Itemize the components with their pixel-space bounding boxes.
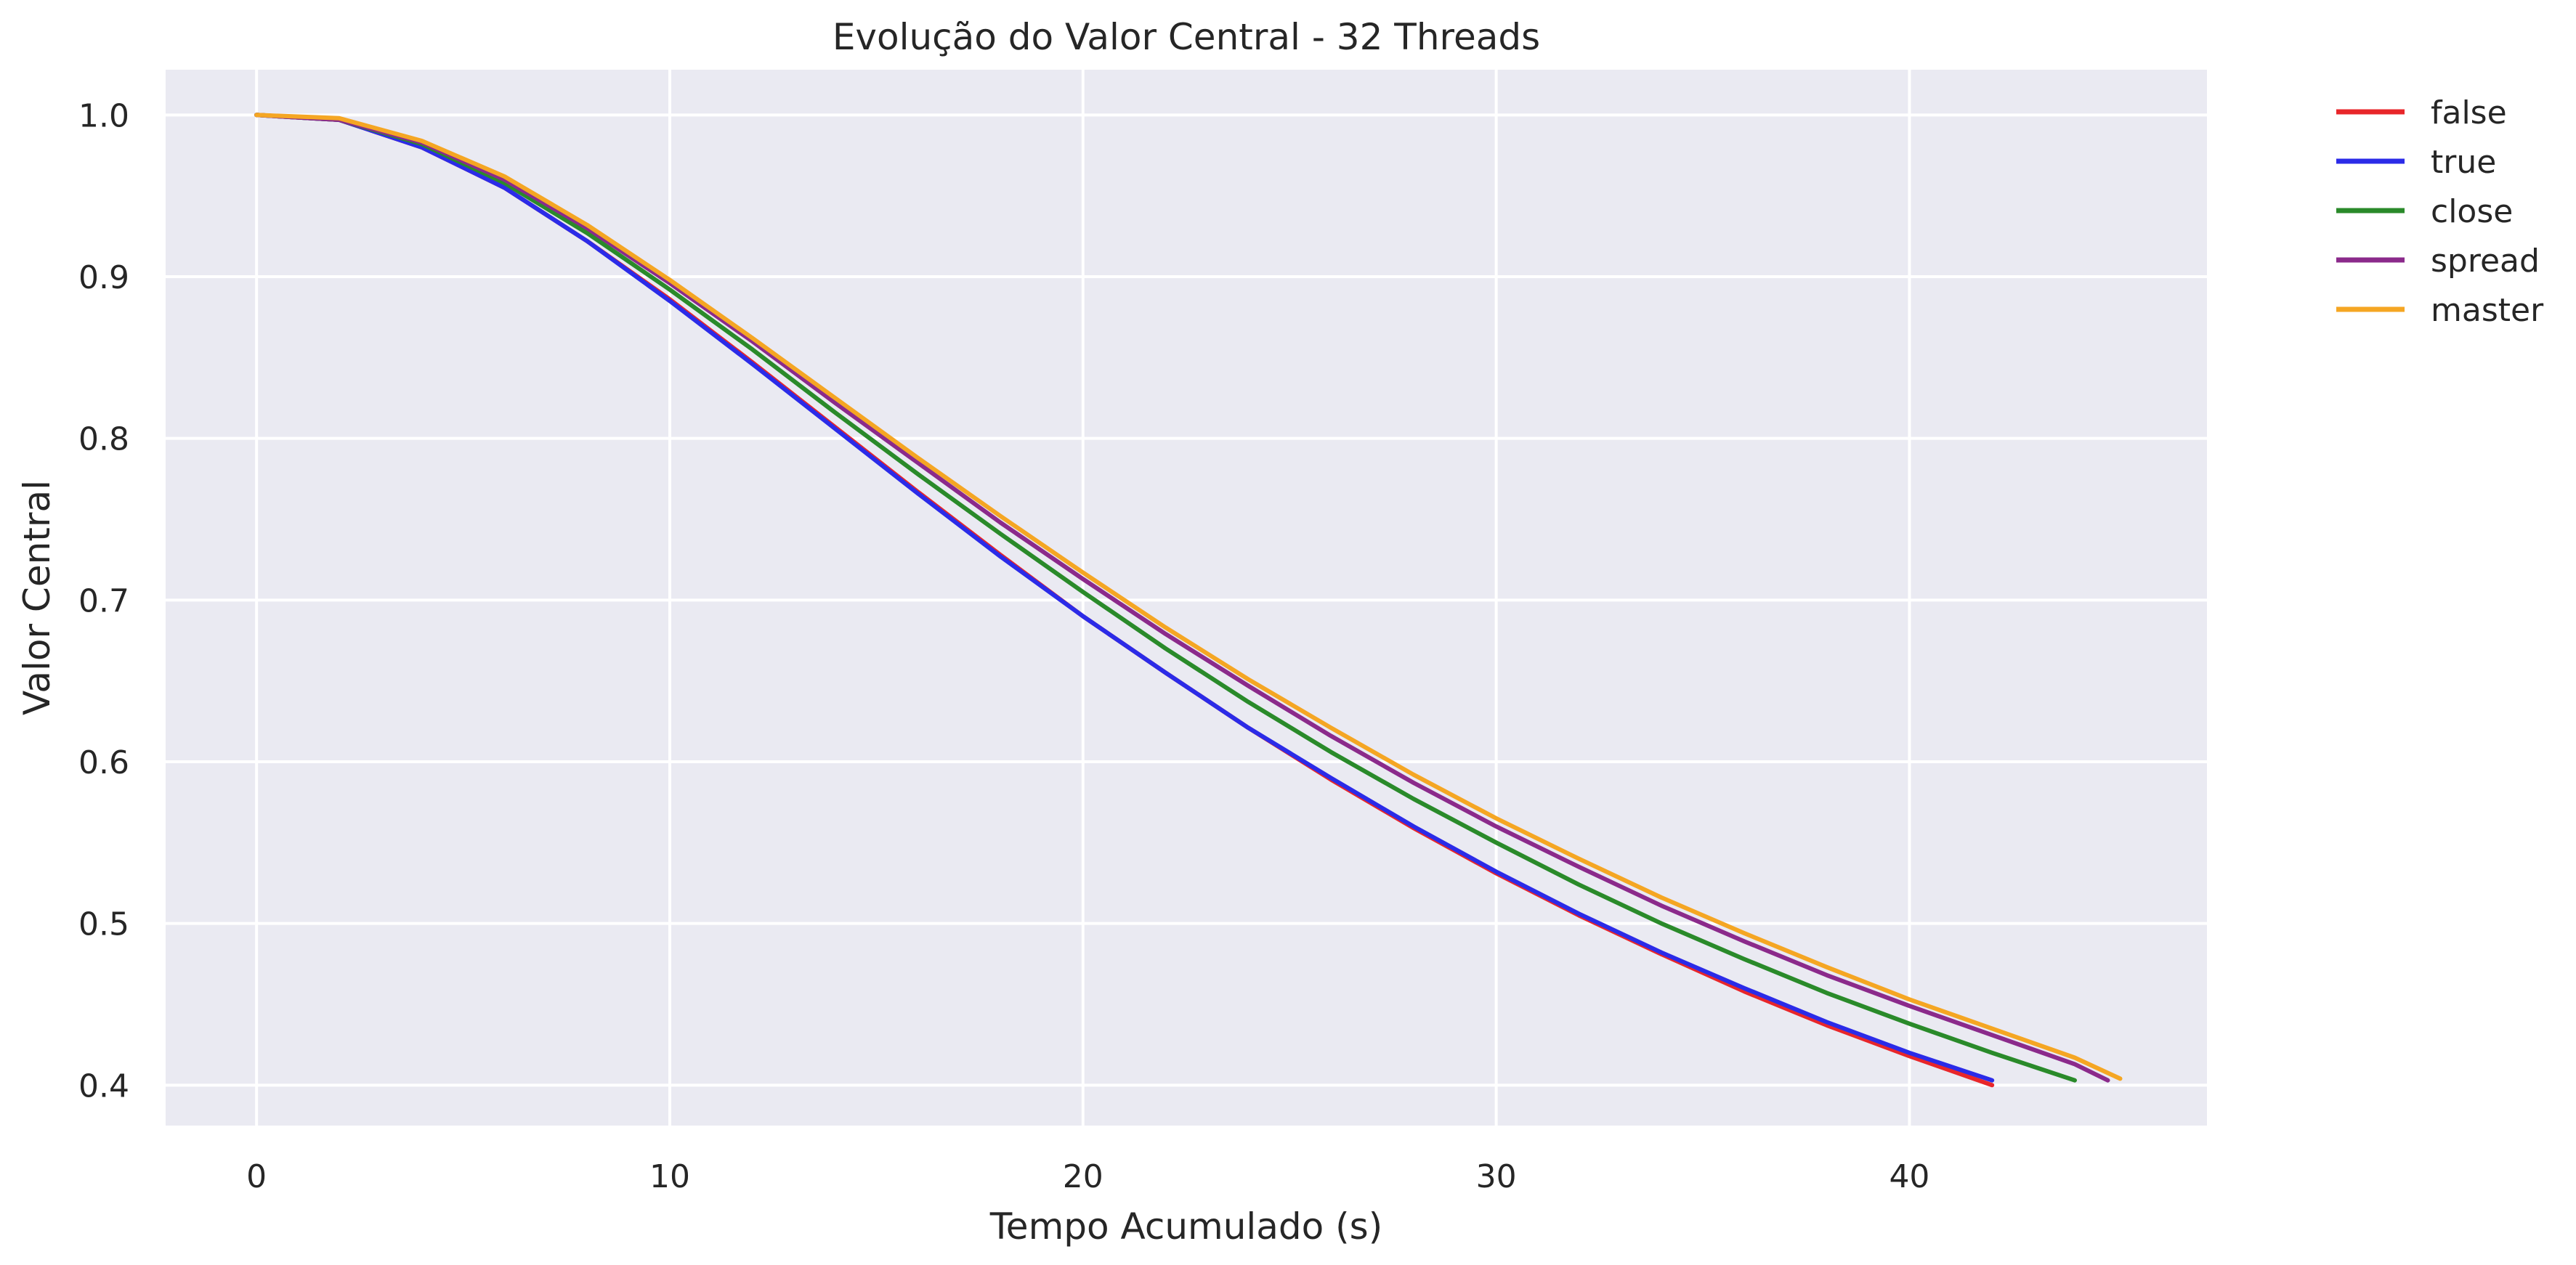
y-tick-label: 0.9 <box>78 259 129 296</box>
x-tick-label: 0 <box>246 1158 267 1195</box>
legend: false true close spread master <box>2336 94 2544 329</box>
legend-label: spread <box>2431 243 2540 280</box>
series-line-close <box>254 113 2077 1083</box>
grid-lines <box>166 70 2207 1126</box>
y-axis-title: Valor Central <box>16 480 58 715</box>
y-tick-label: 0.7 <box>78 582 129 619</box>
legend-label: true <box>2431 144 2496 181</box>
legend-label: master <box>2431 292 2544 329</box>
x-tick-label: 10 <box>649 1158 690 1195</box>
y-tick-label: 0.8 <box>78 421 129 458</box>
x-tick-label: 30 <box>1476 1158 1517 1195</box>
y-tick-label: 1.0 <box>78 97 129 134</box>
series-line-master <box>254 113 2123 1081</box>
legend-label: close <box>2431 193 2513 230</box>
y-tick-label: 0.6 <box>78 744 129 781</box>
y-tick-labels: 0.4 0.5 0.6 0.7 0.8 0.9 1.0 <box>78 97 129 1105</box>
x-tick-labels: 0 10 20 30 40 <box>246 1158 1929 1195</box>
x-tick-label: 20 <box>1063 1158 1103 1195</box>
plot-area <box>166 70 2207 1126</box>
x-tick-label: 40 <box>1889 1158 1929 1195</box>
y-tick-label: 0.5 <box>78 906 129 943</box>
y-tick-label: 0.4 <box>78 1067 129 1105</box>
series-lines <box>254 113 2123 1088</box>
series-line-spread <box>254 113 2110 1083</box>
legend-label: false <box>2431 94 2507 131</box>
chart-title: Evolução do Valor Central - 32 Threads <box>833 16 1540 58</box>
series-line-true <box>254 113 1995 1083</box>
x-axis-title: Tempo Acumulado (s) <box>989 1205 1382 1248</box>
